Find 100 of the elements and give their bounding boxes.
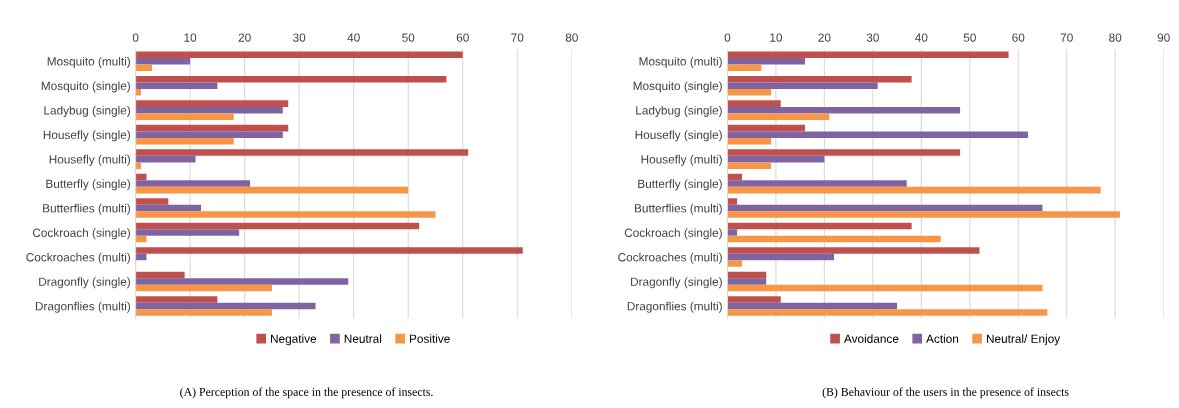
bar [135, 302, 316, 310]
bar [135, 51, 463, 58]
bar [135, 186, 409, 194]
bar [727, 271, 767, 279]
bar [135, 100, 289, 107]
bar [727, 82, 878, 89]
bar [727, 235, 941, 243]
bar [727, 137, 772, 145]
bar [727, 162, 772, 169]
bar [135, 82, 218, 89]
y-tick-label: Ladybug (single) [44, 105, 130, 117]
x-tick-label: 70 [511, 33, 524, 42]
y-tick-label: Mosquito (multi) [47, 56, 130, 68]
legend-label: Action [926, 334, 959, 343]
bar [727, 88, 772, 96]
bar [135, 57, 191, 65]
y-tick-label: Butterfly (single) [46, 179, 130, 191]
bar [727, 106, 961, 114]
legend-label: Avoidance [843, 334, 899, 343]
bar [727, 131, 1028, 138]
bar [135, 278, 349, 285]
bar [135, 211, 436, 218]
y-tick-label: Mosquito (multi) [639, 56, 722, 68]
bar [727, 302, 898, 310]
bar [727, 180, 907, 187]
text: (B) Behaviour of the users in the presence of insects [822, 387, 1069, 399]
bar [727, 64, 762, 71]
bar [727, 284, 1043, 292]
y-tick-label: Housefly (single) [43, 130, 130, 142]
x-tick-label: 20 [238, 33, 251, 42]
y-tick-label: Cockroach (single) [32, 228, 130, 240]
text: (A) Perception of the space in the presence of insects. [180, 387, 433, 399]
bar [727, 149, 961, 156]
bar [727, 100, 781, 107]
bar [135, 162, 142, 169]
x-tick-label: 0 [724, 33, 731, 42]
x-tick-label: 30 [293, 33, 306, 42]
x-tick-label: 10 [770, 33, 783, 42]
y-tick-label: Butterfly (single) [638, 179, 722, 191]
bar [727, 309, 1048, 316]
bar [135, 229, 240, 236]
x-tick-label: 20 [818, 33, 831, 42]
x-tick-label: 60 [456, 33, 469, 42]
bar [727, 278, 767, 285]
x-tick-label: 80 [1109, 33, 1122, 42]
x-tick-label: 30 [866, 33, 879, 42]
y-tick-label: Cockroaches (multi) [26, 252, 130, 264]
bar [135, 296, 218, 303]
y-tick-label: Butterflies (multi) [43, 203, 130, 215]
bar [135, 180, 251, 187]
y-tick-label: Housefly (single) [635, 130, 722, 142]
bar [727, 75, 912, 83]
bar [727, 51, 1009, 58]
x-tick-label: 60 [1012, 33, 1025, 42]
bar [727, 57, 805, 65]
bar [727, 229, 738, 236]
bar [727, 253, 835, 261]
y-tick-label: Cockroaches (multi) [618, 252, 722, 264]
x-tick-label: 40 [915, 33, 928, 42]
bar [135, 75, 447, 83]
bar [135, 137, 234, 145]
legend-label: Negative [271, 334, 317, 346]
y-tick-label: Dragonfly (single) [39, 277, 130, 289]
bar [727, 260, 742, 267]
bar [727, 113, 830, 120]
bar [727, 155, 825, 163]
bar [135, 64, 152, 71]
y-tick-label: Housefly (multi) [641, 154, 722, 166]
bar [135, 204, 202, 212]
bar [727, 296, 781, 303]
y-tick-label: Mosquito (single) [41, 81, 130, 93]
x-tick-label: 90 [1157, 33, 1170, 42]
y-tick-label: Dragonflies (multi) [627, 301, 722, 313]
x-tick-label: 80 [565, 33, 578, 42]
bar [135, 155, 196, 163]
y-tick-label: Cockroach (single) [624, 228, 722, 240]
bar [135, 271, 185, 279]
bar [135, 113, 234, 120]
x-tick-label: 40 [347, 33, 360, 42]
bar [135, 131, 283, 138]
bar [727, 222, 912, 230]
legend-label: Neutral/ Enjoy [986, 334, 1061, 346]
x-tick-label: 50 [963, 33, 976, 42]
x-tick-label: 0 [132, 33, 139, 42]
bar [135, 247, 523, 254]
bar [135, 198, 169, 205]
bar [135, 149, 469, 156]
bar [727, 247, 980, 254]
bar [135, 309, 272, 316]
x-tick-label: 10 [184, 33, 197, 42]
legend-label: Neutral [344, 334, 382, 343]
y-tick-label: Dragonfly (single) [631, 277, 722, 289]
bar [727, 211, 1121, 218]
y-tick-label: Housefly (multi) [49, 154, 130, 166]
bar [135, 124, 289, 132]
bar [727, 186, 1101, 194]
bar [727, 204, 1043, 212]
y-tick-label: Butterflies (multi) [635, 203, 722, 215]
x-tick-label: 50 [402, 33, 415, 42]
x-tick-label: 70 [1060, 33, 1073, 42]
